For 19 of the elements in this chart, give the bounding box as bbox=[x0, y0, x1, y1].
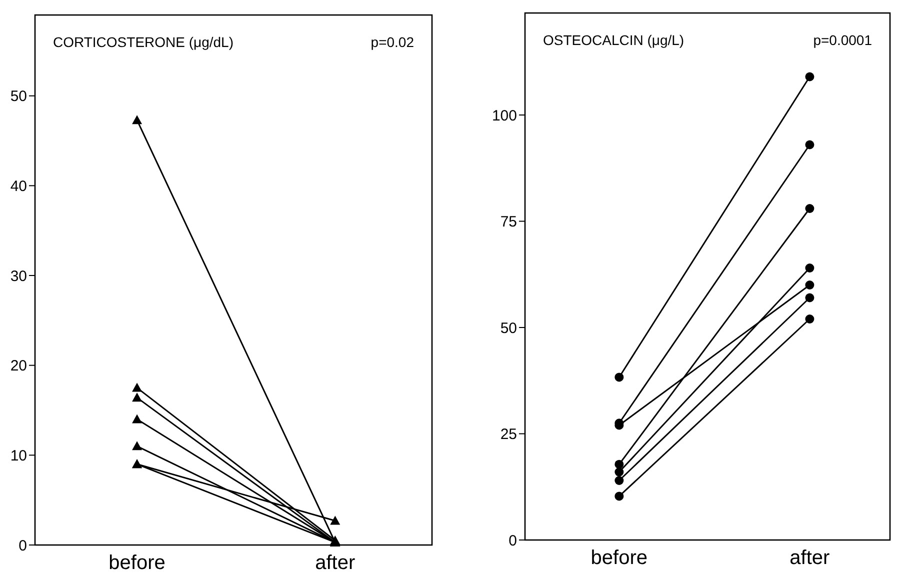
y-tick-label: 10 bbox=[10, 447, 27, 464]
text: CORTICOSTERONE (μg/dL) bbox=[53, 34, 234, 50]
x-tick-label: after bbox=[790, 547, 830, 569]
y-tick-label: 20 bbox=[10, 358, 27, 375]
annotation: p=0.02 bbox=[370, 34, 414, 50]
y-tick-label: 40 bbox=[10, 178, 27, 195]
y-tick-label: 50 bbox=[500, 320, 517, 337]
x-tick-label: after bbox=[315, 552, 356, 574]
y-tick-label: 50 bbox=[10, 88, 27, 106]
y-tick-label: 30 bbox=[10, 268, 27, 285]
x-tick-label: before bbox=[108, 552, 166, 574]
y-tick-label: 75 bbox=[500, 214, 517, 230]
y-tick-label: 0 bbox=[18, 537, 27, 554]
annotation: p=0.0001 bbox=[813, 32, 872, 48]
x-tick-label: before bbox=[590, 547, 648, 569]
y-tick-label: 100 bbox=[492, 107, 517, 124]
y-tick-label: 25 bbox=[500, 426, 517, 443]
text: OSTEOCALCIN (μg/L) bbox=[543, 32, 684, 48]
y-tick-label: 0 bbox=[508, 532, 517, 550]
